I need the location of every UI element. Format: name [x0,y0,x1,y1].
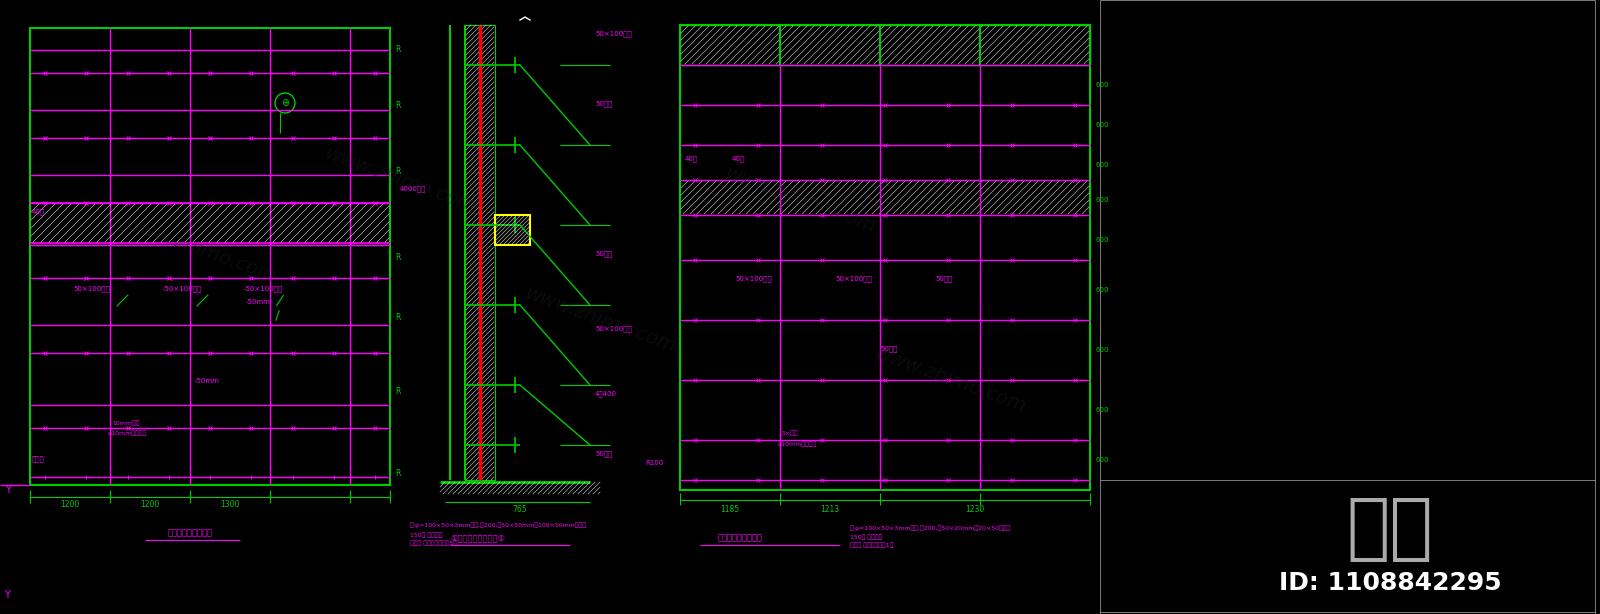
Text: 1200: 1200 [61,500,80,509]
Text: φ10mm柜柜柜柜: φ10mm柜柜柜柜 [778,441,818,447]
Text: 50柜柜: 50柜柜 [595,250,613,257]
Text: 刷刷刷 刷刷刷刷刷刷刷5。: 刷刷刷 刷刷刷刷刷刷刷5。 [410,540,458,546]
Text: ①钢构架剖面示意图①: ①钢构架剖面示意图① [450,533,506,542]
Text: 150刷 刷刷刷。: 150刷 刷刷刷。 [850,534,882,540]
Text: 50柜柜: 50柜柜 [934,275,952,282]
Text: 4000柜柜: 4000柜柜 [400,185,426,192]
Text: φ10mm柜柜柜柜: φ10mm柜柜柜柜 [109,430,147,436]
Text: 765: 765 [512,505,528,514]
Text: 50柜柜: 50柜柜 [595,450,613,457]
Text: R100: R100 [645,460,664,466]
Text: 左侧干挂钢架示意图: 左侧干挂钢架示意图 [717,533,763,542]
Text: 1230: 1230 [965,505,984,514]
Text: 知末: 知末 [1347,495,1434,564]
Text: 600: 600 [1094,82,1109,88]
Bar [494,215,530,245]
Text: 注:φ=100×50×3mm满涂,刷200,刷50×50mm刷100×50mm刷刷刷: 注:φ=100×50×3mm满涂,刷200,刷50×50mm刷100×50mm刷… [410,523,587,528]
Text: 50×100柜柜: 50×100柜柜 [835,275,872,282]
Text: Y: Y [3,590,10,600]
Text: 1300: 1300 [221,500,240,509]
Text: -50×100柜柜: -50×100柜柜 [243,285,283,292]
Text: 1213: 1213 [821,505,840,514]
Bar [680,25,1090,65]
Text: 绝绝绝: 绝绝绝 [32,455,45,462]
Text: 50×100柜柜: 50×100柜柜 [74,285,110,292]
Text: R: R [395,386,400,395]
Text: ⊕: ⊕ [282,98,290,108]
Text: R: R [395,166,400,176]
Text: R: R [395,45,400,55]
Text: 50×100柜柜: 50×100柜柜 [734,275,771,282]
Text: -50mm: -50mm [245,299,270,305]
Text: 4柜400: 4柜400 [595,390,618,397]
Text: 40柜: 40柜 [32,208,45,215]
Text: www.zhimo.com: www.zhimo.com [322,144,478,216]
Text: 150刷 刷刷刷。: 150刷 刷刷刷。 [410,532,442,538]
Text: www.zhimo.com: www.zhimo.com [722,164,878,236]
Text: 中庭干挂钢架示意图: 中庭干挂钢架示意图 [168,528,213,537]
Text: -50mm: -50mm [195,378,219,384]
Text: 50×100柜柜: 50×100柜柜 [595,30,632,37]
Text: R: R [395,314,400,322]
Bar [466,25,494,480]
Text: 600: 600 [1094,457,1109,463]
Text: 1185: 1185 [720,505,739,514]
Text: 600: 600 [1094,237,1109,243]
Text: www.zhimo.com: www.zhimo.com [522,284,678,356]
Text: Y: Y [5,485,11,495]
Text: www.zhimo.com: www.zhimo.com [122,214,278,286]
Text: 600: 600 [1094,287,1109,293]
Text: -50×100柜柜: -50×100柜柜 [162,285,202,292]
Text: 600: 600 [1094,122,1109,128]
Bar [30,28,390,485]
Text: R: R [395,468,400,478]
Text: 1200: 1200 [141,500,160,509]
Text: 600: 600 [1094,347,1109,353]
Text: 50柜柜: 50柜柜 [880,345,898,352]
Text: 40柜: 40柜 [733,155,746,161]
Text: ID: 1108842295: ID: 1108842295 [1278,571,1501,595]
Text: 40柜: 40柜 [685,155,698,161]
Text: 50柜柜: 50柜柜 [595,100,613,107]
Text: 注:φ=100×50×3mm满涂,刷200,刷50×20mm刷20×50刷刷刷: 注:φ=100×50×3mm满涂,刷200,刷50×20mm刷20×50刷刷刷 [850,526,1011,531]
Text: 600: 600 [1094,407,1109,413]
Text: 50×100柜柜: 50×100柜柜 [595,325,632,332]
Text: 刷刷刷 刷刷刷刷刷刷1。: 刷刷刷 刷刷刷刷刷刷1。 [850,542,893,548]
Text: R: R [395,101,400,111]
Text: www.zhimo.com: www.zhimo.com [872,344,1029,416]
Text: R: R [395,254,400,263]
Text: 5×柜柜: 5×柜柜 [782,430,798,436]
Text: 600: 600 [1094,162,1109,168]
Bar [680,25,1090,490]
Text: 600: 600 [1094,197,1109,203]
Text: 10mm柜柜: 10mm柜柜 [112,421,139,426]
